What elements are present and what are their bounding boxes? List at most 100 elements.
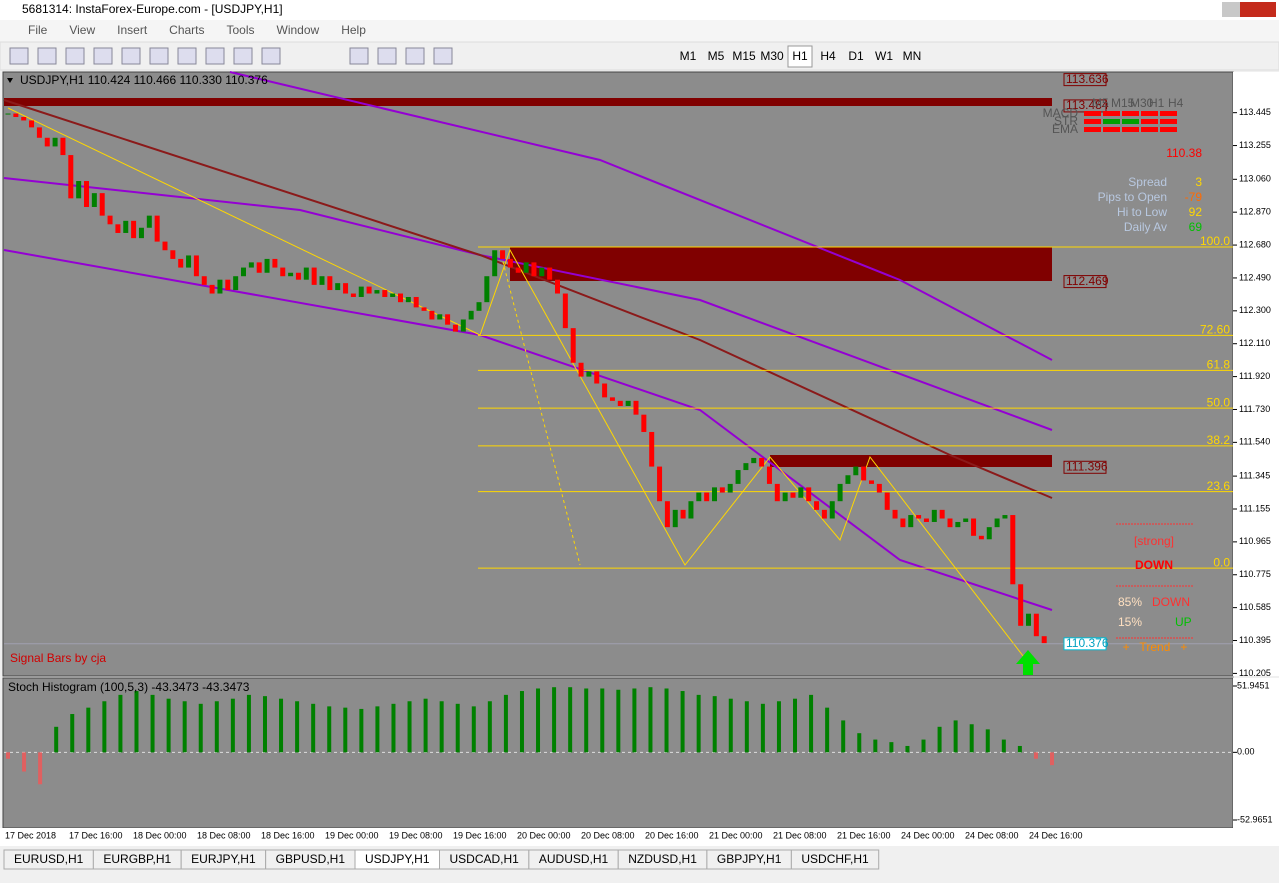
tool-button[interactable] xyxy=(65,47,85,65)
close-button[interactable] xyxy=(1240,2,1276,17)
main-chart xyxy=(2,71,1234,677)
menu-item[interactable]: View xyxy=(69,23,95,37)
histogram-bar xyxy=(889,742,894,753)
signal-cell xyxy=(1084,111,1101,116)
timeframe-button[interactable]: M15 xyxy=(732,49,756,63)
candle xyxy=(217,279,223,294)
tool-button[interactable] xyxy=(9,47,29,65)
ma-slow xyxy=(3,99,1053,499)
menu-item[interactable]: Tools xyxy=(227,23,255,37)
timeframe-button[interactable]: D1 xyxy=(848,49,864,63)
menu-item[interactable]: File xyxy=(28,23,48,37)
candle xyxy=(335,283,341,291)
tool-button[interactable] xyxy=(405,47,425,65)
histogram-bar xyxy=(359,708,364,753)
signal-cell xyxy=(1160,119,1177,124)
candle xyxy=(688,501,694,519)
x-tick-label: 20 Dec 16:00 xyxy=(645,830,699,840)
y-tick-label: 110.205 xyxy=(1239,668,1271,678)
tab-label[interactable]: EURUSD,H1 xyxy=(14,852,84,866)
timeframe-button[interactable]: M5 xyxy=(708,49,725,63)
timeframe-button[interactable]: MN xyxy=(903,49,922,63)
active-timeframe xyxy=(787,45,813,68)
histogram-bar xyxy=(985,729,990,753)
tab-label[interactable]: NZDUSD,H1 xyxy=(628,852,697,866)
histogram-bar xyxy=(182,701,187,753)
candle xyxy=(460,319,466,332)
candle xyxy=(515,267,521,273)
candle xyxy=(209,284,215,294)
candle xyxy=(774,483,780,502)
x-tick-label: 21 Dec 16:00 xyxy=(837,830,891,840)
y-tick-label: 111.540 xyxy=(1239,437,1270,447)
signal-cell xyxy=(1160,111,1177,116)
tab-label[interactable]: USDCHF,H1 xyxy=(801,852,869,866)
histogram-bar xyxy=(1050,752,1054,766)
candle xyxy=(138,227,144,239)
tab-label[interactable]: GBPUSD,H1 xyxy=(276,852,346,866)
candle xyxy=(131,220,137,239)
timeframe-button[interactable]: M30 xyxy=(760,49,784,63)
tool-button[interactable] xyxy=(261,47,281,65)
candle xyxy=(971,518,977,536)
candle xyxy=(978,535,984,540)
candle xyxy=(52,137,58,147)
candle xyxy=(350,293,356,297)
signal-cell xyxy=(1122,127,1139,132)
tool-button[interactable] xyxy=(377,47,397,65)
candle xyxy=(288,272,294,277)
current-price-box xyxy=(1063,637,1107,651)
timeframe-button[interactable]: M1 xyxy=(680,49,697,63)
y-tick-label: 110.585 xyxy=(1239,602,1271,612)
tab-label[interactable]: AUDUSD,H1 xyxy=(539,852,609,866)
timeframe-button[interactable]: H1 xyxy=(792,49,808,63)
candle xyxy=(531,262,537,277)
candle xyxy=(327,276,333,291)
symbol-tab[interactable] xyxy=(790,849,880,870)
menu-item[interactable]: Insert xyxy=(117,23,148,37)
candle xyxy=(1002,515,1008,519)
candle xyxy=(398,293,403,303)
tool-button[interactable] xyxy=(177,47,197,65)
candle xyxy=(390,293,396,297)
tool-button[interactable] xyxy=(149,47,169,65)
tab-label[interactable]: USDCAD,H1 xyxy=(450,852,520,866)
candle xyxy=(555,279,560,294)
tab-label[interactable]: USDJPY,H1 xyxy=(365,852,430,866)
tool-button[interactable] xyxy=(93,47,113,65)
histogram-bar xyxy=(632,688,637,753)
menu-item[interactable]: Window xyxy=(277,23,320,37)
candle xyxy=(280,267,286,277)
histogram-bar xyxy=(407,701,412,753)
candle xyxy=(931,509,937,522)
timeframe-button[interactable]: W1 xyxy=(875,49,893,63)
candle xyxy=(507,258,513,268)
candle xyxy=(21,116,27,121)
direction: DOWN xyxy=(1135,558,1173,572)
histogram-bar xyxy=(584,688,589,753)
tab-label[interactable]: GBPJPY,H1 xyxy=(717,852,782,866)
tool-button[interactable] xyxy=(349,47,369,65)
tab-label[interactable]: EURJPY,H1 xyxy=(191,852,256,866)
fib-label: 23.6 xyxy=(1207,479,1231,493)
stat-value: 69 xyxy=(1189,220,1203,234)
fib-label: 100.0 xyxy=(1200,234,1230,248)
y-tick-label: 111.920 xyxy=(1239,371,1270,381)
tool-button[interactable] xyxy=(37,47,57,65)
tool-button[interactable] xyxy=(433,47,453,65)
menu-item[interactable]: Help xyxy=(341,23,366,37)
menu-item[interactable]: Charts xyxy=(169,23,204,37)
candle xyxy=(272,258,278,268)
tool-button[interactable] xyxy=(121,47,141,65)
candle xyxy=(99,193,105,216)
indicator-title: Stoch Histogram (100,5,3) -43.3473 -43.3… xyxy=(8,680,250,694)
tool-button[interactable] xyxy=(205,47,225,65)
tab-label[interactable]: EURGBP,H1 xyxy=(103,852,171,866)
tool-button[interactable] xyxy=(233,47,253,65)
x-tick-label: 19 Dec 08:00 xyxy=(389,830,443,840)
timeframe-button[interactable]: H4 xyxy=(820,49,836,63)
candle xyxy=(201,276,207,285)
candle xyxy=(1018,584,1024,626)
candle xyxy=(609,397,615,401)
y-tick-label: 112.300 xyxy=(1239,305,1271,315)
